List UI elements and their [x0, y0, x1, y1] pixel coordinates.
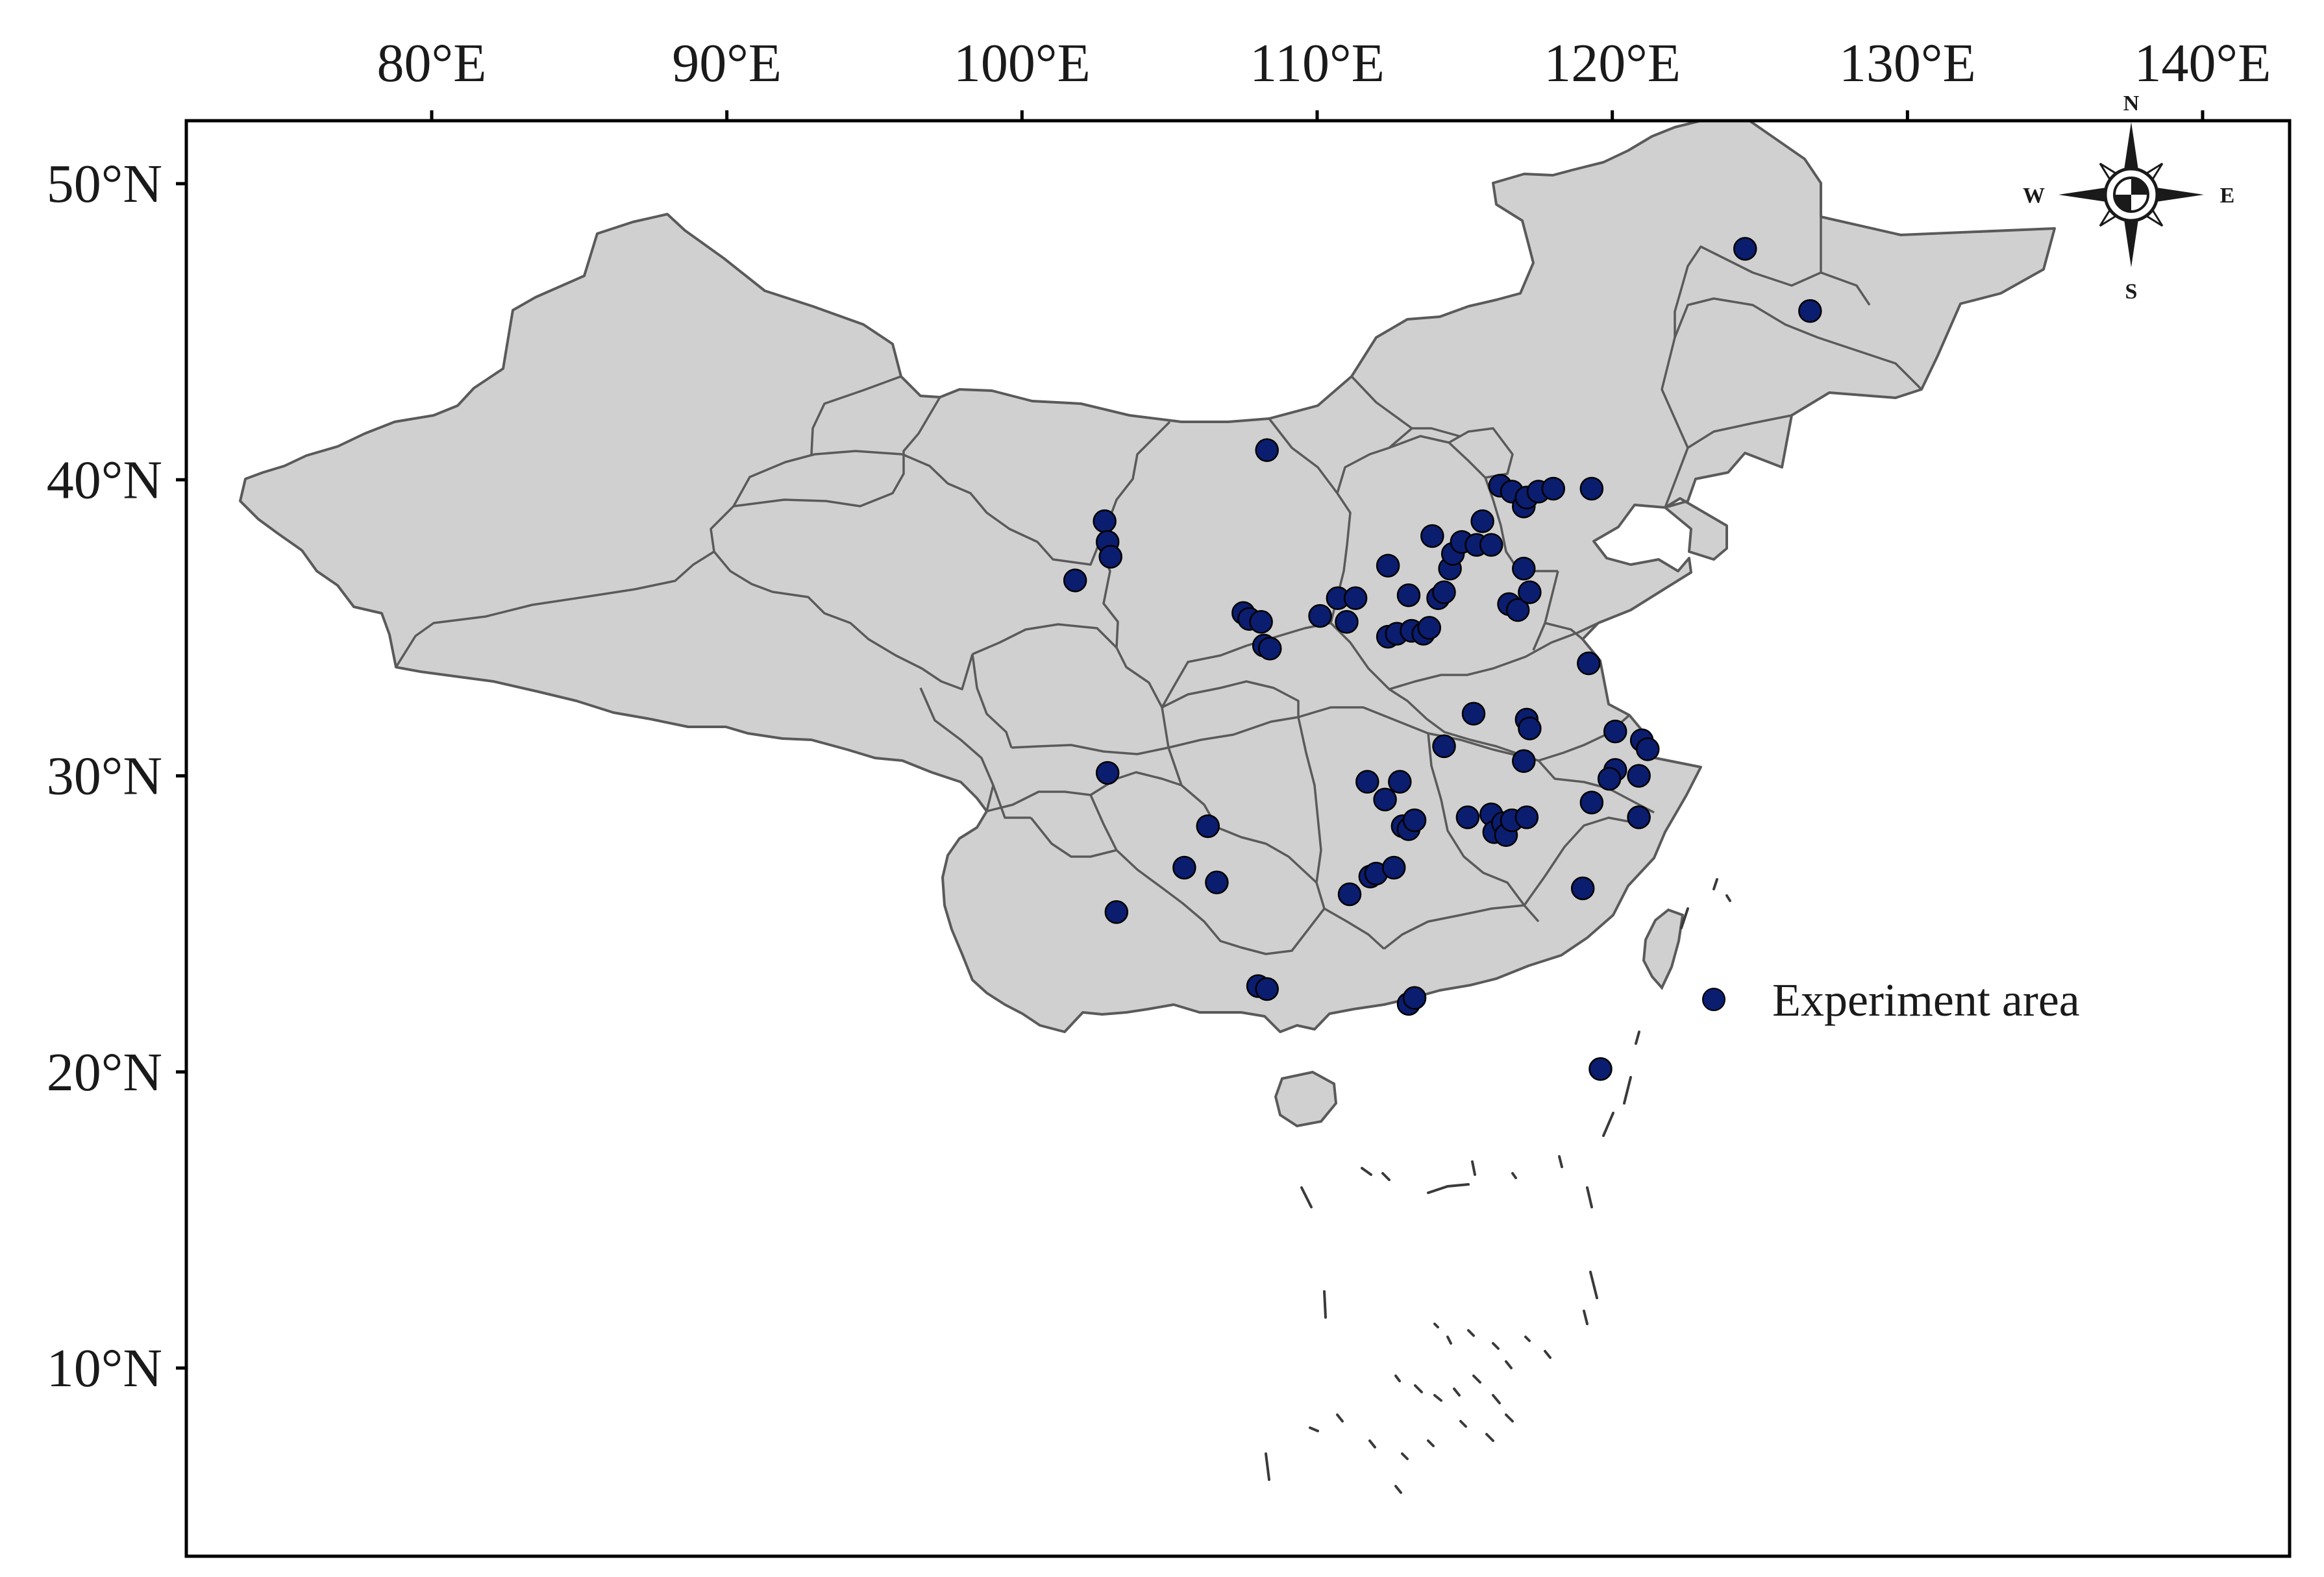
compass-center-quadrants: [2114, 178, 2148, 212]
taiwan-island: [1642, 908, 1685, 990]
experiment-point: [1470, 509, 1494, 533]
compass-center: [2113, 177, 2149, 213]
experiment-point: [1627, 764, 1651, 788]
experiment-point: [1373, 787, 1397, 812]
x-tick-label: 120°E: [1544, 33, 1681, 93]
compass-rose: N S E W: [2023, 92, 2234, 304]
experiment-point: [1258, 637, 1282, 661]
experiment-point: [1093, 509, 1117, 533]
experiment-point: [1343, 586, 1368, 610]
experiment-point: [1518, 716, 1542, 740]
legend-label: Experiment area: [1772, 974, 2080, 1026]
experiment-point: [1095, 761, 1120, 785]
experiment-point: [1104, 900, 1129, 924]
experiment-point: [1733, 237, 1757, 261]
experiment-point: [1255, 438, 1279, 462]
experiment-point: [1588, 1057, 1613, 1081]
experiment-point: [1420, 524, 1444, 548]
experiment-points: [1063, 237, 1822, 1081]
experiment-point: [1541, 476, 1565, 501]
experiment-point: [1577, 651, 1601, 676]
experiment-point: [1396, 583, 1421, 607]
compass-label-n: N: [2123, 92, 2140, 116]
experiment-point: [1255, 977, 1279, 1001]
experiment-point: [1335, 610, 1359, 634]
y-tick-label: 10°N: [47, 1338, 162, 1399]
experiment-point: [1798, 299, 1822, 323]
x-axis-labels: 80°E 90°E 100°E 110°E 120°E 130°E 140°E: [377, 33, 2271, 93]
experiment-point: [1518, 580, 1542, 604]
experiment-point: [1196, 814, 1220, 838]
experiment-point: [1635, 737, 1660, 761]
experiment-point: [1479, 533, 1503, 557]
experiment-point: [1432, 734, 1456, 759]
compass-label-s: S: [2125, 280, 2138, 304]
x-tick-label: 100°E: [954, 33, 1091, 93]
axis-ticks: [176, 110, 2205, 1370]
compass-label-e: E: [2220, 184, 2235, 208]
hainan-island: [1274, 1070, 1338, 1128]
y-tick-label: 30°N: [47, 746, 162, 807]
y-tick-label: 20°N: [47, 1042, 162, 1103]
experiment-point: [1512, 749, 1536, 773]
compass-label-w: W: [2023, 184, 2045, 208]
y-tick-label: 40°N: [47, 450, 162, 510]
experiment-point: [1172, 855, 1196, 880]
experiment-point: [1432, 580, 1456, 604]
x-tick-label: 110°E: [1250, 33, 1385, 93]
experiment-point: [1417, 616, 1442, 640]
y-tick-label: 50°N: [47, 154, 162, 214]
y-axis-labels: 50°N 40°N 30°N 20°N 10°N: [47, 154, 162, 1399]
experiment-point: [1455, 805, 1480, 829]
map-frame: [184, 119, 2292, 1558]
experiment-point: [1308, 604, 1332, 628]
x-tick-label: 90°E: [672, 33, 782, 93]
map-area: [239, 121, 2056, 1494]
experiment-point: [1579, 476, 1604, 501]
experiment-point: [1627, 805, 1651, 829]
experiment-point: [1402, 986, 1427, 1010]
experiment-point: [1249, 610, 1273, 634]
experiment-point: [1381, 855, 1406, 880]
experiment-point: [1514, 805, 1539, 829]
experiment-point: [1063, 568, 1087, 593]
south-china-sea-islands: [1265, 878, 1731, 1494]
legend-marker: [1702, 988, 1725, 1011]
experiment-point: [1098, 544, 1122, 569]
mainland-landmass: [239, 121, 2056, 1033]
x-tick-label: 80°E: [377, 33, 487, 93]
experiment-point: [1205, 870, 1229, 894]
experiment-point: [1402, 808, 1427, 833]
experiment-point: [1597, 766, 1622, 791]
x-tick-label: 140°E: [2134, 33, 2271, 93]
experiment-point: [1505, 598, 1530, 622]
experiment-point: [1388, 770, 1412, 794]
legend: Experiment area: [1702, 974, 2080, 1026]
experiment-point: [1570, 876, 1595, 901]
experiment-point: [1603, 719, 1627, 744]
experiment-point: [1512, 556, 1536, 581]
experiment-point: [1337, 882, 1362, 907]
x-tick-label: 130°E: [1839, 33, 1976, 93]
experiment-point: [1579, 790, 1604, 814]
experiment-point: [1461, 702, 1486, 726]
experiment-point: [1376, 554, 1400, 578]
experiment-point: [1355, 770, 1379, 794]
